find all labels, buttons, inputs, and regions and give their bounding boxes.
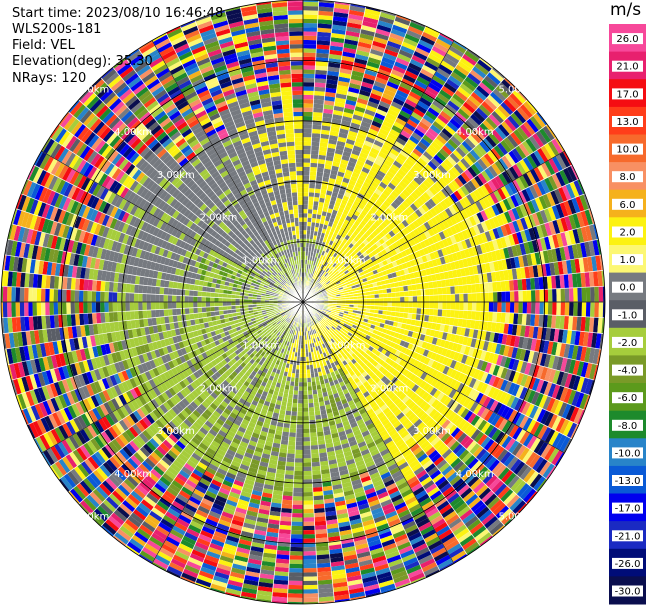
colorbar-unit: m/s <box>610 0 642 20</box>
colorbar-tick-label: 2.0 <box>620 228 636 239</box>
colorbar-tick-label: 17.0 <box>616 89 638 100</box>
start-time-label: Start time: 2023/08/10 16:46:48 <box>12 6 224 21</box>
colorbar-tick-label: 1.0 <box>620 255 636 266</box>
range-ring-label: 2.00km <box>200 383 238 394</box>
nrays-label: NRays: 120 <box>12 71 87 86</box>
colorbar-tick-label: -30.0 <box>615 587 641 598</box>
range-ring-label: 1.00km <box>242 255 280 266</box>
ppi-cells <box>1 0 605 604</box>
colorbar-tick-label: -13.0 <box>615 476 641 487</box>
colorbar-tick-label: -8.0 <box>618 421 638 432</box>
range-ring-label: 4.00km <box>114 469 152 480</box>
range-ring-label: 2.00km <box>200 213 238 224</box>
colorbar-tick-label: 8.0 <box>620 172 636 183</box>
range-ring-label: 5.00km <box>499 512 537 523</box>
colorbar-tick-label: 21.0 <box>616 62 638 73</box>
range-ring-label: 4.00km <box>456 127 494 138</box>
range-ring-label: 3.00km <box>157 426 195 437</box>
range-ring-label: 3.00km <box>413 426 451 437</box>
range-ring-label: 5.00km <box>499 85 537 96</box>
range-ring-label: 1.00km <box>328 255 366 266</box>
range-ring-label: 3.00km <box>157 170 195 181</box>
colorbar-tick-label: -10.0 <box>615 448 641 459</box>
range-ring-label: 4.00km <box>456 469 494 480</box>
colorbar-tick-label: -6.0 <box>618 393 638 404</box>
field-label: Field: VEL <box>12 38 75 53</box>
colorbar-tick-label: 13.0 <box>616 117 638 128</box>
range-ring-label: 4.00km <box>114 127 152 138</box>
colorbar-tick-label: -26.0 <box>615 559 641 570</box>
colorbar-tick-label: 10.0 <box>616 145 638 156</box>
range-ring-label: 1.00km <box>328 341 366 352</box>
range-ring-label: 2.00km <box>370 383 408 394</box>
colorbar-tick-label: 26.0 <box>616 34 638 45</box>
instrument-label: WLS200s-181 <box>12 22 102 37</box>
colorbar-tick-label: 0.0 <box>620 283 636 294</box>
colorbar-tick-label: -2.0 <box>618 338 638 349</box>
colorbar-tick-label: -4.0 <box>618 366 638 377</box>
colorbar-tick-label: -21.0 <box>615 531 641 542</box>
range-ring-label: 2.00km <box>370 213 408 224</box>
range-ring-label: 5.00km <box>72 85 110 96</box>
range-ring-label: 1.00km <box>242 341 280 352</box>
range-ring-label: 5.00km <box>72 512 110 523</box>
colorbar-tick-label: -1.0 <box>618 310 638 321</box>
colorbar: 26.0 21.0 17.0 13.0 10.0 8.0 6.0 2.0 1.0 0.0 -1.0 -… <box>609 24 646 605</box>
colorbar-tick-label: 6.0 <box>620 200 636 211</box>
colorbar-tick-label: -17.0 <box>615 504 641 515</box>
range-ring-label: 3.00km <box>413 170 451 181</box>
elevation-label: Elevation(deg): 35.30 <box>12 54 153 69</box>
azimuth-lines <box>1 0 605 604</box>
